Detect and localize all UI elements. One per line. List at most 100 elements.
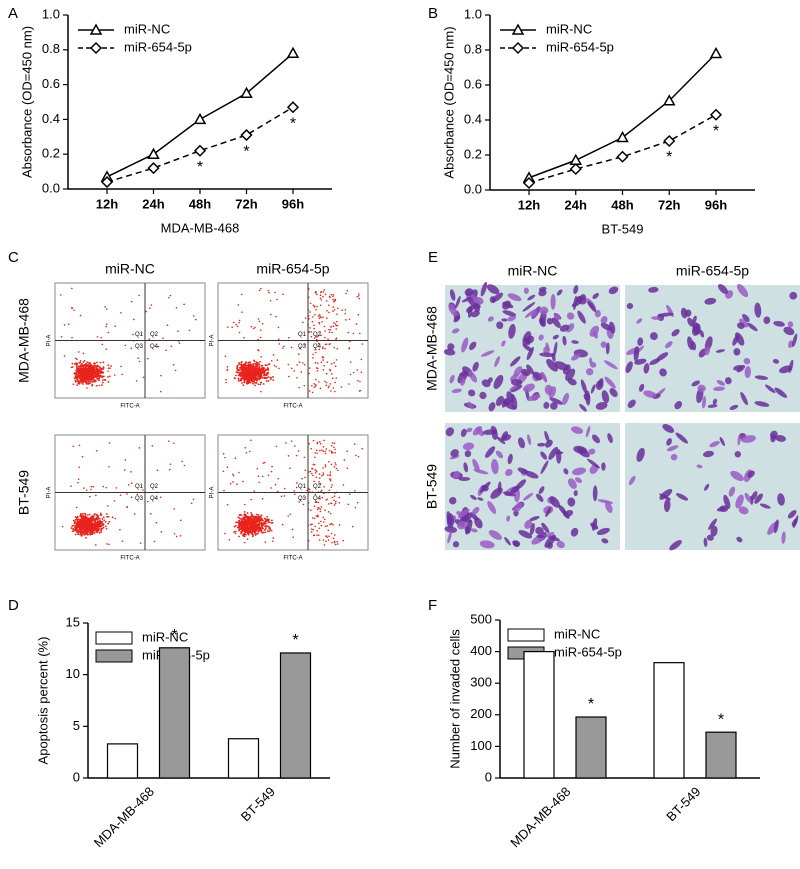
cell: [687, 336, 694, 350]
dot: [89, 519, 91, 522]
dot: [322, 450, 325, 453]
dot: [232, 481, 234, 483]
dot: [169, 463, 172, 466]
dot: [150, 512, 152, 515]
dot: [313, 463, 316, 466]
dot: [74, 372, 77, 375]
marker: [147, 162, 160, 175]
dot: [331, 377, 334, 379]
x-tick-label: BT-549: [663, 784, 703, 824]
dot: [142, 376, 145, 379]
dot: [88, 521, 91, 524]
dot: [74, 526, 77, 529]
dot: [345, 292, 347, 295]
series-line: [106, 106, 294, 183]
dot: [263, 377, 266, 380]
dot: [267, 369, 270, 371]
dot: [102, 485, 105, 488]
y-tick-label: 15: [66, 614, 80, 629]
bar: [279, 652, 312, 779]
cell: [545, 506, 552, 518]
dot: [265, 374, 268, 376]
y-tick-label: 400: [470, 643, 492, 658]
dot: [260, 514, 263, 517]
dot: [349, 373, 352, 376]
dot: [106, 543, 108, 545]
dot: [260, 287, 262, 290]
dot: [318, 481, 320, 483]
dot: [337, 469, 339, 472]
dot: [244, 362, 247, 365]
dot: [311, 384, 313, 387]
dot: [95, 365, 98, 368]
cell: [663, 498, 671, 513]
dot: [245, 515, 248, 517]
cell: [579, 403, 587, 412]
dot: [236, 483, 238, 485]
significance: *: [243, 143, 249, 160]
dot: [254, 532, 257, 535]
cell: [627, 399, 636, 408]
dot: [293, 490, 295, 492]
dot: [248, 522, 251, 524]
cell: [480, 281, 488, 297]
dot: [84, 531, 87, 534]
dot: [245, 452, 248, 454]
cell: [783, 326, 795, 336]
dot: [236, 365, 239, 368]
dot: [80, 363, 83, 366]
cell: [580, 379, 588, 394]
dot: [102, 375, 105, 378]
dot: [246, 512, 249, 514]
dot: [132, 318, 135, 321]
dot: [88, 364, 91, 367]
dot: [323, 364, 325, 367]
dot: [315, 515, 318, 517]
dot: [313, 386, 316, 388]
cell: [449, 455, 460, 460]
dot: [324, 293, 327, 296]
dot: [348, 318, 351, 321]
dot: [260, 529, 263, 532]
dot: [224, 355, 227, 358]
dot: [314, 452, 316, 454]
marker: [522, 176, 536, 190]
cell: [541, 371, 548, 383]
dot: [255, 361, 258, 364]
cell: [723, 494, 731, 509]
dot: [357, 379, 359, 382]
panel-letter: B: [428, 5, 438, 22]
dot: [334, 448, 336, 451]
cell: [551, 352, 556, 362]
dot: [271, 521, 274, 524]
dot: [106, 515, 108, 518]
cell: [501, 399, 508, 408]
dot: [326, 525, 328, 527]
significance: *: [718, 711, 724, 728]
dot: [242, 480, 244, 483]
cell: [601, 538, 609, 544]
cell: [445, 427, 455, 437]
dot: [313, 337, 316, 339]
dot: [327, 474, 329, 476]
dot: [268, 291, 270, 294]
dot: [310, 531, 313, 533]
dot: [270, 470, 273, 473]
dot: [74, 518, 77, 521]
legend-label: miR-654-5p: [124, 39, 192, 54]
dot: [262, 370, 265, 372]
dot: [107, 367, 110, 370]
dot: [77, 530, 80, 533]
cell: [735, 494, 744, 509]
dot: [98, 377, 101, 380]
cell: [579, 294, 587, 301]
cell: [567, 497, 576, 507]
dot: [314, 362, 317, 364]
dot: [87, 524, 89, 527]
cell: [541, 522, 550, 534]
cell: [637, 337, 644, 346]
cell: [556, 449, 562, 464]
dot: [177, 330, 179, 332]
dot: [83, 528, 86, 531]
dot: [275, 365, 277, 368]
